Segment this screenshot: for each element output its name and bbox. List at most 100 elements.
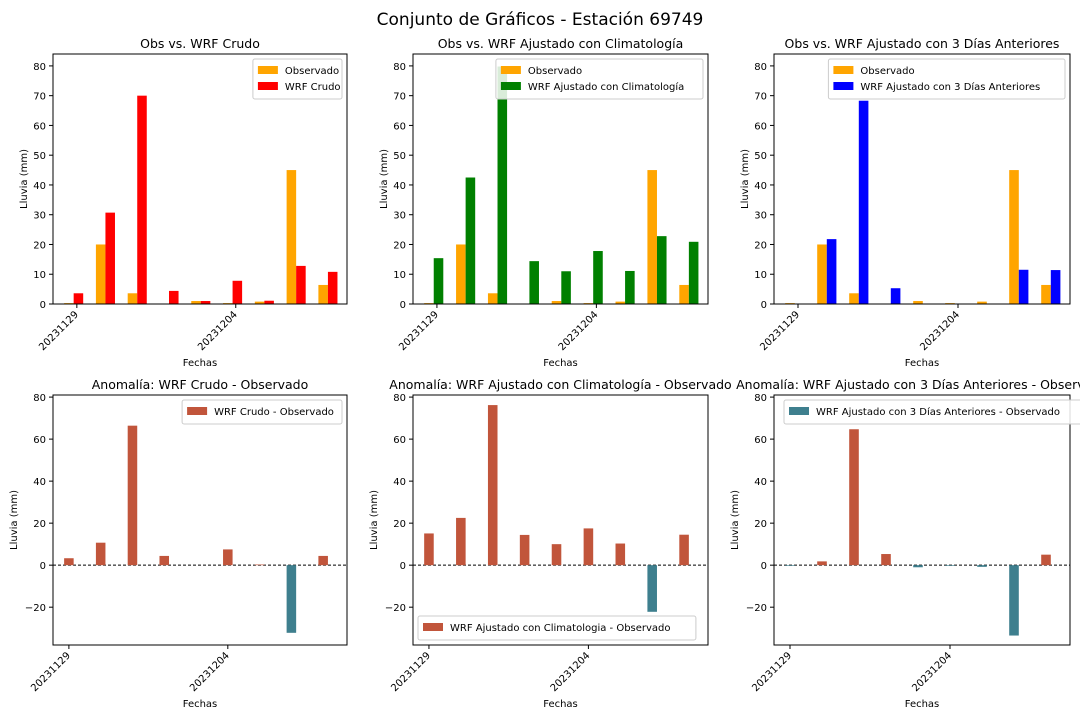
- anomaly-bar-1: [95, 542, 106, 566]
- anomaly-bar-7: [286, 565, 297, 633]
- y-tick-label: 70: [754, 92, 767, 103]
- chart-title: Anomalía: WRF Crudo - Observado: [92, 377, 309, 392]
- bar-wrf-ajustado-con-3-d-as-anteriores-7: [1018, 269, 1029, 304]
- bar-observado-8: [318, 284, 328, 304]
- y-tick-label: 20: [33, 519, 46, 530]
- legend: WRF Crudo - Observado: [181, 399, 343, 425]
- y-tick-label: 80: [393, 393, 406, 404]
- x-axis-label: Fechas: [183, 699, 218, 710]
- legend: Observado WRF Crudo: [252, 58, 343, 100]
- y-tick-label: 30: [393, 211, 406, 222]
- y-tick-label: 60: [393, 121, 406, 132]
- bar-wrf-ajustado-con-3-d-as-anteriores-3: [890, 288, 901, 304]
- bar-observado-8: [1041, 284, 1051, 304]
- legend-label: WRF Ajustado con 3 Días Anteriores - Obs…: [816, 406, 1060, 418]
- bar-observado-6: [254, 301, 265, 304]
- chart-panel-6: Anomalía: WRF Ajustado con 3 Días Anteri…: [730, 377, 1080, 710]
- anomaly-bar-6: [977, 565, 987, 567]
- x-axis-label: Fechas: [905, 358, 940, 369]
- x-tick-label: 20231129: [750, 650, 794, 694]
- y-axis-label: Lluvia (mm): [9, 490, 20, 550]
- legend: WRF Ajustado con 3 Días Anteriores - Obs…: [783, 399, 1080, 425]
- anomaly-bar-8: [679, 534, 689, 566]
- legend-swatch: [257, 66, 278, 74]
- legend-box: [783, 399, 1080, 425]
- y-tick-label: 10: [33, 270, 46, 281]
- legend-label: WRF Crudo: [285, 82, 341, 93]
- legend-label: WRF Ajustado con 3 Días Anteriores: [860, 81, 1040, 93]
- y-tick-label: 20: [754, 519, 767, 530]
- x-tick-label: 20231129: [389, 650, 433, 694]
- bar-observado-4: [191, 301, 201, 304]
- figure-title: Conjunto de Gráficos - Estación 69749: [376, 10, 704, 30]
- bar-wrf-crudo-3: [169, 290, 179, 304]
- y-tick-label: 40: [754, 181, 767, 192]
- bar-wrf-ajustado-con-climatolog-a-6: [625, 270, 635, 304]
- y-tick-label: 20: [33, 240, 46, 251]
- anomaly-bar-7: [647, 565, 657, 612]
- anomaly-bar-7: [1009, 565, 1019, 636]
- legend-swatch: [257, 82, 278, 90]
- bar-wrf-ajustado-con-3-d-as-anteriores-8: [1050, 270, 1061, 304]
- bar-observado-4: [913, 301, 923, 304]
- x-axis-label: Fechas: [543, 358, 578, 369]
- anomaly-bar-3: [881, 554, 891, 566]
- chart-title: Obs vs. WRF Ajustado con 3 Días Anterior…: [785, 36, 1060, 51]
- x-tick-label: 20231204: [910, 650, 954, 694]
- x-tick-label: 20231129: [37, 309, 81, 353]
- legend: Observado WRF Ajustado con Climatología: [495, 58, 704, 100]
- y-tick-label: 60: [754, 121, 767, 132]
- y-tick-label: 20: [393, 519, 406, 530]
- y-tick-label: 40: [33, 477, 46, 488]
- anomaly-bar-4: [913, 565, 923, 568]
- legend-swatch: [833, 82, 854, 90]
- bar-wrf-ajustado-con-climatolog-a-7: [656, 236, 667, 304]
- y-tick-label: 0: [400, 561, 406, 572]
- bar-observado-2: [487, 293, 498, 304]
- legend-label: Observado: [285, 66, 339, 77]
- y-tick-label: 70: [33, 92, 46, 103]
- axes-frame: [52, 53, 348, 305]
- y-tick-label: 50: [393, 151, 406, 162]
- anomaly-bar-5: [223, 549, 233, 566]
- axes-frame: [412, 53, 709, 305]
- legend-swatch: [500, 66, 521, 74]
- y-tick-label: 60: [33, 121, 46, 132]
- y-tick-label: 40: [754, 477, 767, 488]
- legend-box: [495, 58, 704, 100]
- legend-label: Observado: [528, 66, 582, 77]
- anomaly-bar-8: [1041, 554, 1051, 566]
- x-tick-label: 20231204: [188, 650, 232, 694]
- y-axis-label: Lluvia (mm): [740, 149, 751, 209]
- bar-observado-1: [817, 244, 827, 304]
- y-tick-label: 0: [40, 561, 46, 572]
- bar-observado-6: [615, 301, 626, 304]
- bar-observado-2: [849, 293, 859, 304]
- bar-observado-6: [977, 301, 987, 304]
- anomaly-bar-2: [487, 405, 498, 566]
- bar-wrf-ajustado-con-climatolog-a-5: [593, 251, 603, 304]
- y-tick-label: 10: [393, 270, 406, 281]
- y-tick-label: 40: [33, 181, 46, 192]
- y-tick-label: 50: [33, 151, 46, 162]
- legend-swatch: [500, 82, 521, 90]
- y-tick-label: 80: [33, 62, 46, 73]
- bar-wrf-crudo-1: [105, 212, 115, 304]
- bar-wrf-crudo-2: [137, 95, 147, 305]
- y-tick-label: 0: [761, 300, 767, 311]
- anomaly-bar-2: [849, 429, 859, 566]
- bar-wrf-crudo-8: [327, 271, 338, 304]
- bar-wrf-crudo-5: [232, 280, 243, 304]
- y-tick-label: 0: [761, 561, 767, 572]
- anomaly-bar-3: [159, 555, 170, 566]
- axes-frame: [412, 394, 709, 646]
- y-tick-label: 30: [33, 211, 46, 222]
- legend-label: WRF Ajustado con Climatologia - Observad…: [450, 623, 671, 634]
- x-tick-label: 20231204: [918, 309, 962, 353]
- y-tick-label: −20: [25, 603, 46, 614]
- chart-title: Obs vs. WRF Crudo: [140, 36, 260, 51]
- y-axis-label: Lluvia (mm): [379, 149, 390, 209]
- bar-wrf-crudo-4: [200, 301, 211, 304]
- anomaly-bar-6: [615, 543, 626, 566]
